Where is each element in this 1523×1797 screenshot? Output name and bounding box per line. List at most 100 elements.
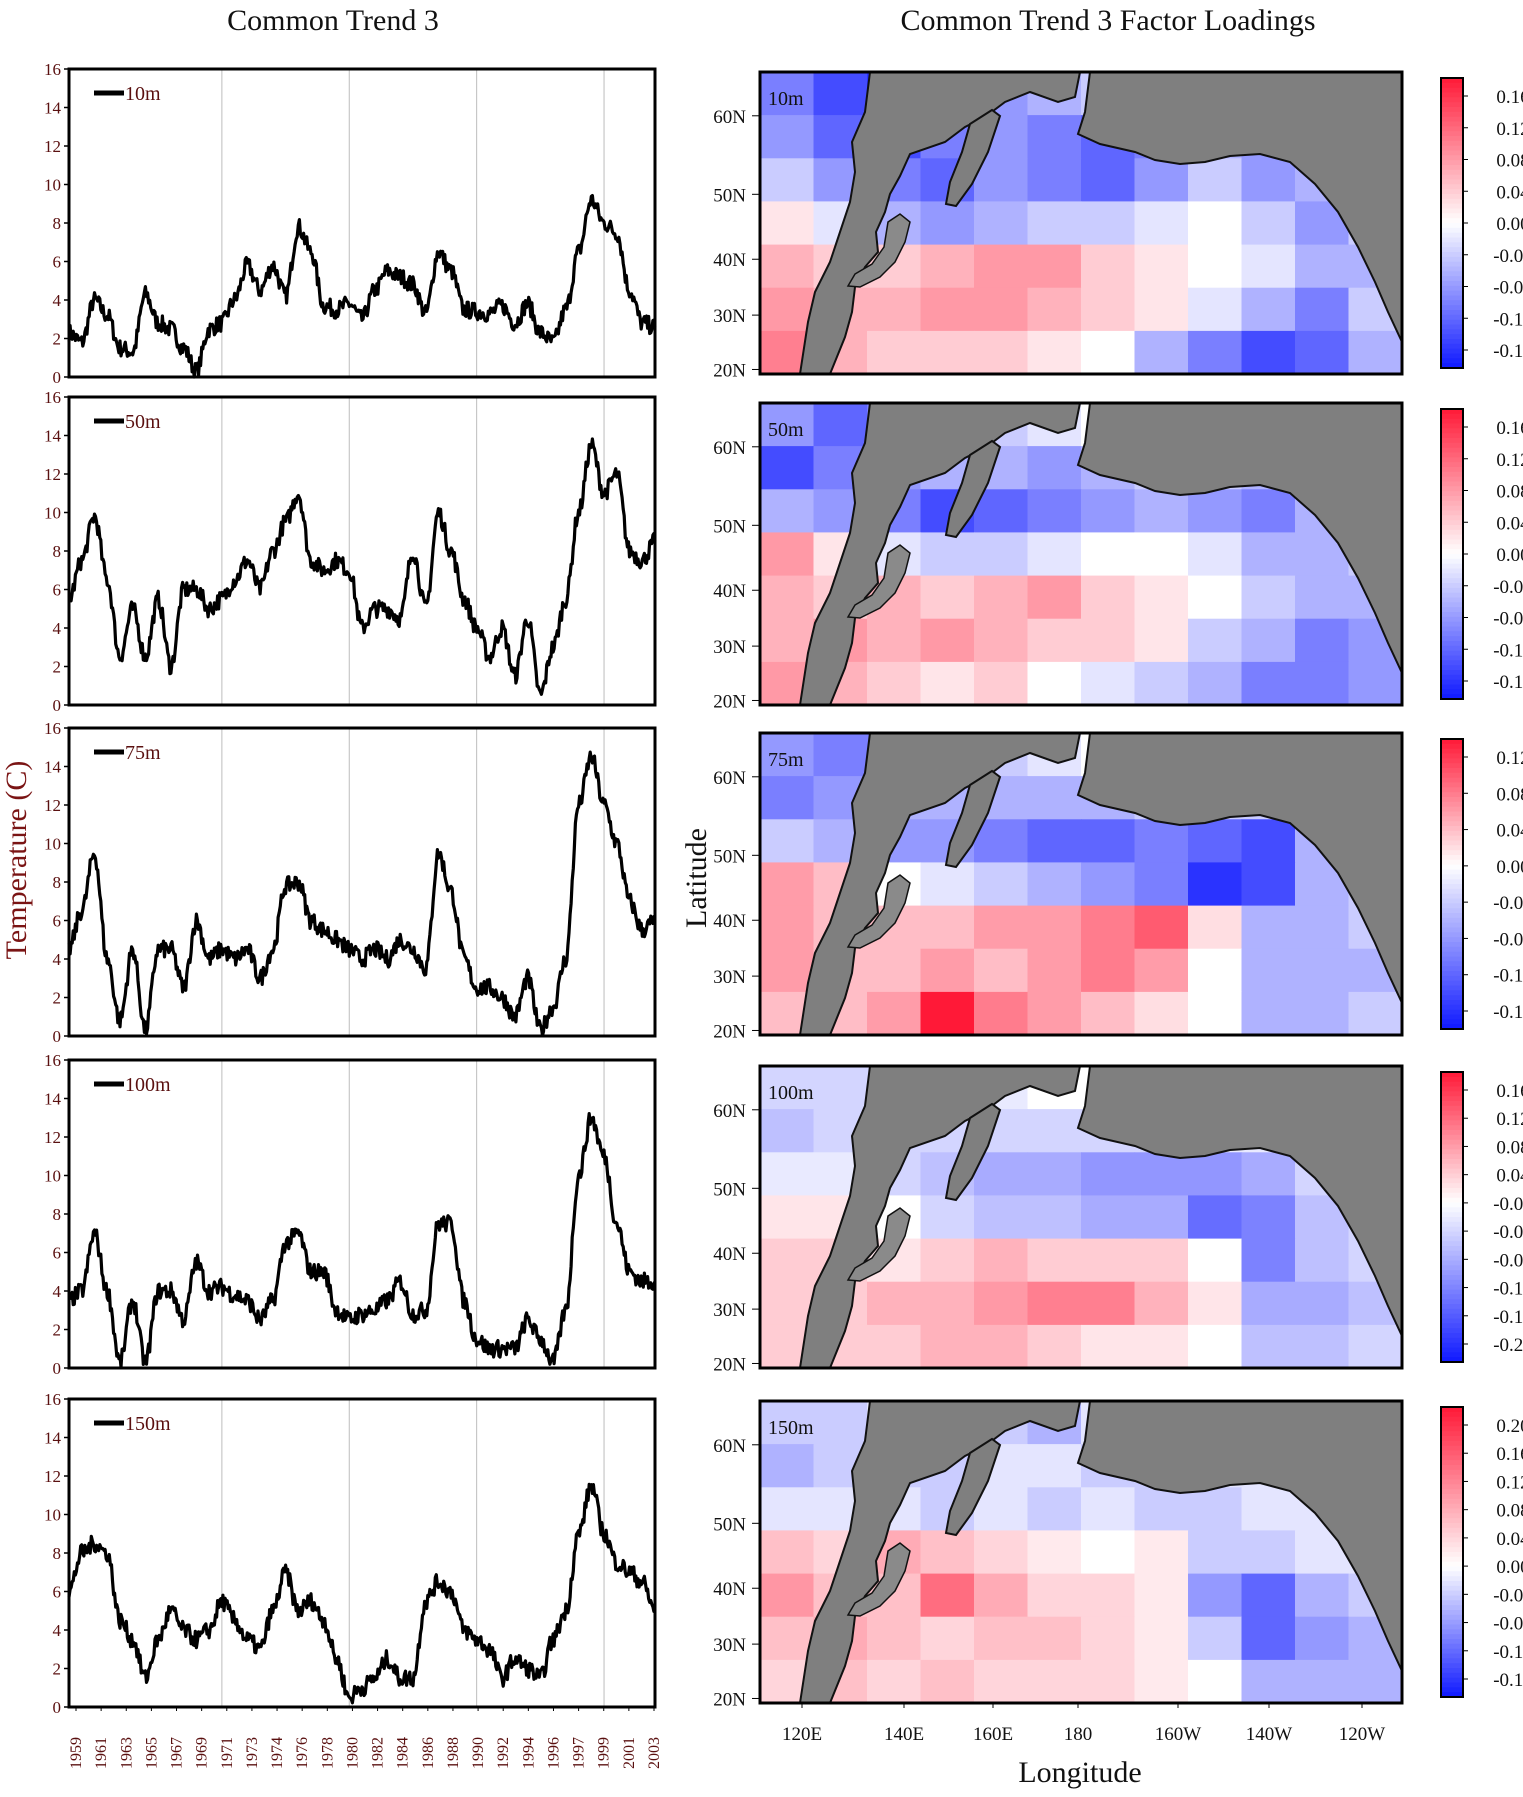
colorbar-segment [1441,203,1463,210]
colorbar-tick-label: -0.08 [1493,1614,1523,1635]
loading-cell [1081,1152,1136,1196]
loading-cell [1241,1281,1296,1326]
colorbar-segment [1441,1556,1463,1563]
series-line-100m [67,1111,657,1369]
colorbar-segment [1441,990,1463,996]
colorbar-segment [1441,1134,1463,1141]
loading-cell [1295,1238,1350,1283]
colorbar-segment [1441,500,1463,507]
loading-cell [1081,489,1136,533]
loading-cell [974,1530,1029,1575]
colorbar-segment [1441,179,1463,185]
colorbar-segment [1441,1217,1463,1223]
loading-cell [813,733,868,777]
loading-cell [1295,575,1350,620]
land-masses [798,402,1403,706]
loading-cell [1295,1573,1350,1618]
colorbar-segment [1441,476,1463,483]
colorbar-segment [1441,363,1463,369]
y-tick-label: 16 [44,388,61,407]
colorbar-segment [1441,806,1463,813]
colorbar-segment [1441,529,1463,536]
colorbar-segment [1441,1639,1463,1645]
loading-cell [1295,1659,1350,1704]
colorbar-segment [1441,107,1463,113]
colorbar-frame [1440,1406,1464,1698]
latitude-tick-label: 60N [713,107,746,128]
kamchatka-landmass [944,769,1002,869]
loading-cell [760,158,815,202]
land-masses [798,732,1403,1036]
colorbar-segment [1441,869,1463,875]
colorbar-tick-label: -0.16 [1493,1670,1523,1691]
loading-cell [974,661,1029,706]
colorbar-150m: 0.20 0.16 0.12 0.08 0.04 0.00 -0.04 -0.08 -0.12 -… [1440,1406,1523,1698]
x-tick-label: 1986 [420,1737,437,1769]
latitude-tick-label: 50N [713,516,746,537]
y-tick-label: 14 [44,427,62,446]
colorbar-segment [1441,1484,1463,1490]
loading-cell [1134,1195,1189,1240]
colorbar-tick-label: 0.08 [1496,151,1523,172]
colorbar-segment [1441,1576,1463,1582]
latitude-tick-label: 50N [713,1514,746,1535]
y-tick-label: 16 [44,1390,61,1409]
colorbar-segment [1441,1139,1463,1146]
colorbar-segment [1441,1687,1463,1693]
colorbar-segment [1441,534,1463,541]
colorbar-segment [1441,587,1463,594]
loading-cell [1188,1530,1243,1575]
colorbar-10m: 0.16 0.12 0.08 0.04 0.00 -0.04 -0.08 -0.12 -0.16 [1440,77,1523,369]
y-tick-label: 2 [53,989,62,1008]
left-title: Common Trend 3 [227,4,439,37]
colorbar-segment [1441,433,1463,439]
colorbar-segment [1441,520,1463,526]
colorbar-segment [1441,169,1463,176]
colorbar-segment [1441,339,1463,345]
loading-cell [760,244,815,289]
colorbar-75m: 0.12 0.08 0.04 0.00 -0.04 -0.08 -0.12 -0.16 [1440,738,1523,1030]
colorbar-segment [1441,797,1463,803]
colorbar-segment [1441,549,1463,555]
y-tick-label: 4 [53,950,62,969]
map-frame [758,731,1404,1037]
colorbar-segment [1441,1440,1463,1447]
y-tick-label: 0 [53,1698,62,1717]
loading-cell [1027,1444,1082,1488]
colorbar-segment [1441,821,1463,827]
colorbar-segment [1441,830,1463,837]
y-tick-label: 10 [44,1167,61,1186]
loading-cell [974,991,1029,1036]
colorbar-segment [1441,792,1463,798]
loading-cell [1081,330,1136,375]
loading-cell [1188,1573,1243,1618]
loading-cell [760,776,815,820]
colorbar-segment [1441,1455,1463,1461]
loading-cell [1134,201,1189,246]
y-tick-label: 4 [53,1282,62,1301]
colorbar-segment [1441,1571,1463,1577]
colorbar-segment [1441,1411,1463,1418]
colorbar-segment [1441,1289,1463,1295]
plot-frame [67,1058,657,1370]
colorbar-segment [1441,1600,1463,1606]
series-line-50m [67,437,657,696]
panel-150m: 0 2 4 6 8 10 12 14 16 150m [44,1390,657,1717]
loading-cell [1081,1195,1136,1240]
loading-cell [1134,1152,1189,1196]
loading-cell [1188,287,1243,332]
north-america-landmass [1076,1400,1403,1672]
loading-cell [1027,244,1082,289]
loading-cell [1027,1109,1082,1153]
colorbar-segment [1441,1542,1463,1548]
factor-loading-maps: 10m 60N 50N 40N 30N 20N 0.16 0.12 0.08 0.04 0.00 -0… [713,70,1523,1710]
plot-frame [67,395,657,707]
kamchatka-landmass [944,108,1002,208]
loading-cell [1027,905,1082,950]
y-tick-label: 12 [44,137,61,156]
colorbar-segment [1441,428,1463,434]
loading-cell [1188,1238,1243,1283]
japan-landmass [846,874,911,949]
loading-cell [1295,1616,1350,1661]
colorbar-tick-label: 0.12 [1496,119,1523,140]
